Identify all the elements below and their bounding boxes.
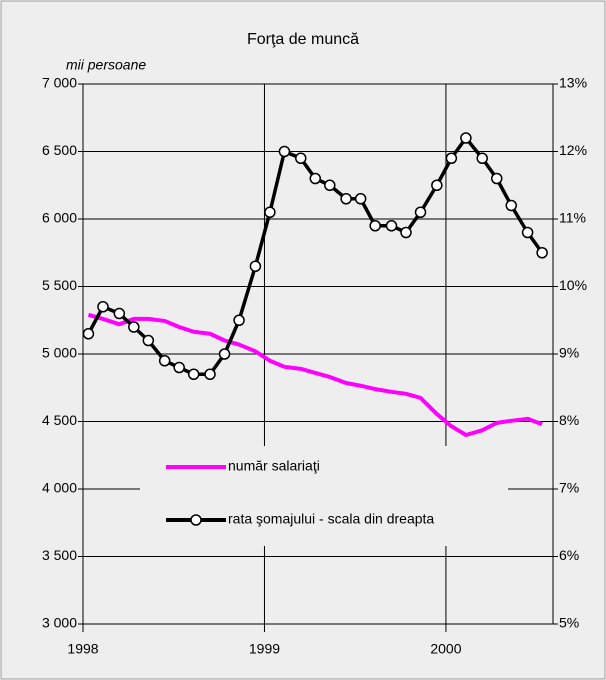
y2-tick-label: 5% (559, 615, 579, 631)
point-marker (278, 145, 291, 158)
point-marker (187, 368, 200, 380)
point-marker (490, 172, 503, 185)
legend-marker (190, 514, 202, 526)
point-marker (340, 193, 352, 205)
legend-box (140, 446, 508, 546)
x-tick-label: 1998 (67, 641, 98, 657)
y2-tick-label: 9% (559, 345, 579, 361)
point-marker (354, 193, 367, 205)
y-tick-label: 3 000 (42, 615, 77, 631)
y-tick-label: 5 500 (42, 277, 77, 293)
point-marker (218, 348, 231, 360)
point-marker (233, 314, 245, 326)
point-marker (385, 220, 398, 232)
y-tick-label: 6 000 (42, 210, 77, 226)
y2-tick-label: 11% (559, 210, 586, 226)
y-tick-label: 3 500 (42, 547, 77, 563)
point-marker (249, 260, 262, 272)
point-marker (142, 334, 155, 347)
point-marker (460, 132, 472, 144)
chart-title: Forţa de muncă (247, 31, 359, 48)
x-tick-label: 1999 (249, 641, 280, 657)
y2-tick-label: 12% (559, 142, 587, 158)
point-marker (128, 321, 140, 333)
point-marker (521, 226, 534, 239)
point-marker (82, 328, 95, 340)
y-tick-label: 7 000 (42, 75, 77, 91)
point-marker (113, 307, 126, 320)
y2-tick-label: 7% (559, 480, 579, 496)
legend-label: număr salariaţi (228, 458, 320, 474)
y2-tick-label: 8% (559, 412, 579, 428)
y2-tick-label: 13% (559, 75, 587, 91)
point-marker (309, 172, 322, 185)
y-tick-label: 4 000 (42, 480, 77, 496)
y-tick-label: 5 000 (42, 345, 77, 361)
point-marker (97, 301, 109, 313)
point-marker (158, 355, 171, 367)
point-marker (369, 220, 381, 232)
point-marker (264, 206, 276, 218)
y-tick-label: 6 500 (42, 142, 77, 158)
point-marker (536, 247, 548, 259)
point-marker (173, 361, 185, 374)
point-marker (431, 179, 443, 191)
point-marker (505, 199, 518, 212)
point-marker (445, 152, 458, 164)
y2-tick-label: 10% (559, 277, 587, 293)
point-marker (414, 206, 427, 218)
point-marker (476, 152, 488, 164)
legend-label: rata şomajului - scala din dreapta (228, 511, 434, 527)
y-axis-label: mii persoane (66, 57, 146, 73)
point-marker (400, 226, 412, 239)
y-tick-label: 4 500 (42, 412, 77, 428)
point-marker (295, 152, 307, 164)
point-marker (204, 368, 216, 380)
point-marker (324, 179, 336, 191)
x-tick-label: 2000 (430, 641, 461, 657)
y2-tick-label: 6% (559, 547, 579, 563)
series-line (87, 312, 543, 437)
